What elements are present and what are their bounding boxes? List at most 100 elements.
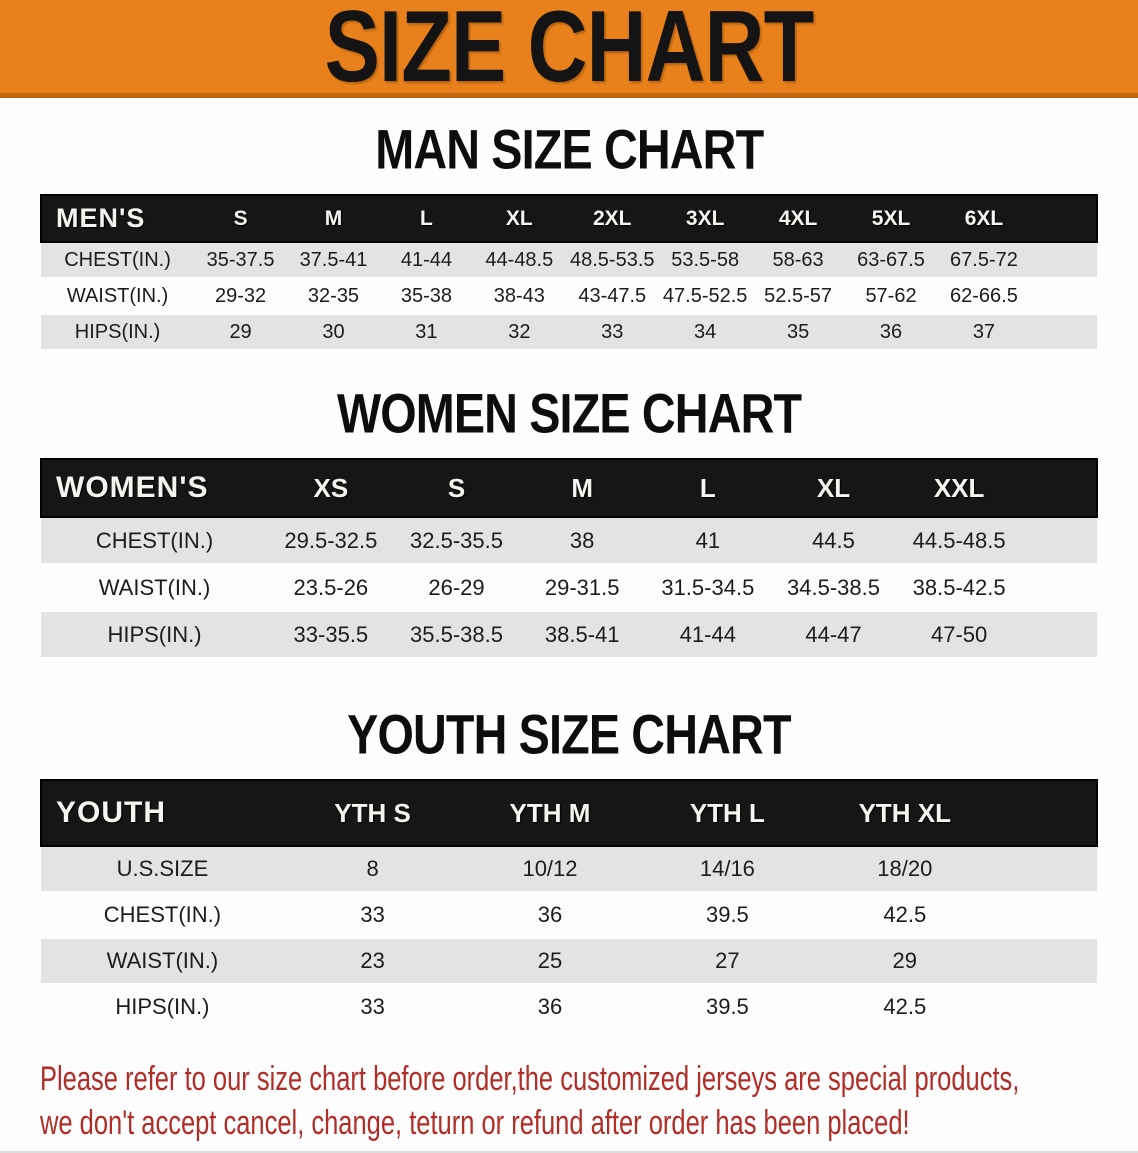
- size-column-header: YTH S: [283, 779, 462, 847]
- header-spacer: [1030, 194, 1098, 243]
- size-column-header: XL: [472, 194, 566, 243]
- table-header-row: YOUTH YTH S YTH M YTH L YTH XL: [40, 779, 1098, 847]
- measurement-value: 25: [461, 938, 639, 985]
- measurement-value: 41: [645, 517, 771, 565]
- row-spacer: [993, 846, 1097, 893]
- measurement-row: WAIST(IN.) 23.5-26 26-29 29-31.5 31.5-34.5 34…: [41, 564, 1097, 612]
- size-column-header: S: [194, 194, 288, 243]
- measurement-value: 38: [519, 517, 645, 565]
- man-section-heading: MAN SIZE CHART: [0, 121, 1138, 177]
- measurement-value: 39.5: [638, 984, 817, 1031]
- measurement-value: 38-43: [472, 278, 566, 315]
- size-column-header: YTH L: [638, 779, 817, 847]
- measurement-label: CHEST(IN.): [41, 892, 284, 939]
- measurement-value: 10/12: [461, 846, 639, 893]
- measurement-row: CHEST(IN.) 33 36 39.5 42.5: [41, 892, 1097, 939]
- category-header: YOUTH: [40, 779, 284, 847]
- measurement-row: U.S.SIZE 8 10/12 14/16 18/20: [41, 846, 1097, 893]
- measurement-value: 32.5-35.5: [393, 517, 520, 565]
- size-column-header: XS: [268, 458, 394, 518]
- row-spacer: [1030, 314, 1097, 351]
- size-column-header: YTH XL: [816, 779, 994, 847]
- measurement-value: 33: [283, 892, 462, 939]
- measurement-value: 47.5-52.5: [658, 278, 752, 315]
- size-column-header: 5XL: [844, 194, 938, 243]
- header-spacer: [1021, 458, 1099, 518]
- measurement-value: 36: [461, 892, 639, 939]
- measurement-value: 33: [565, 314, 659, 351]
- measurement-value: 26-29: [393, 564, 520, 612]
- row-spacer: [993, 938, 1097, 985]
- measurement-label: HIPS(IN.): [41, 984, 284, 1031]
- measurement-value: 62-66.5: [937, 278, 1031, 315]
- measurement-value: 33: [283, 984, 462, 1031]
- men-size-table: MEN'S S M L XL 2XL 3XL 4XL 5XL 6XL CHEST(IN.) 35-37…: [39, 194, 1098, 351]
- women-section-heading-text: WOMEN SIZE CHART: [336, 381, 802, 445]
- measurement-value: 41-44: [645, 611, 771, 659]
- measurement-value: 37.5-41: [287, 242, 380, 279]
- measurement-value: 44-48.5: [472, 242, 566, 279]
- measurement-value: 23: [283, 938, 462, 985]
- measurement-label: WAIST(IN.): [41, 938, 284, 985]
- size-column-header: XXL: [896, 458, 1022, 518]
- measurement-value: 38.5-41: [519, 611, 645, 659]
- row-spacer: [1030, 278, 1097, 315]
- row-spacer: [1021, 611, 1097, 659]
- measurement-row: WAIST(IN.) 23 25 27 29: [41, 938, 1097, 985]
- measurement-value: 42.5: [816, 892, 994, 939]
- measurement-value: 34: [658, 314, 752, 351]
- measurement-value: 31.5-34.5: [645, 564, 771, 612]
- measurement-label: HIPS(IN.): [41, 611, 269, 659]
- row-spacer: [1030, 242, 1097, 279]
- size-column-header: YTH M: [461, 779, 639, 847]
- banner-title: SIZE CHART: [324, 0, 815, 103]
- measurement-value: 36: [461, 984, 639, 1031]
- measurement-value: 34.5-38.5: [770, 564, 897, 612]
- measurement-value: 14/16: [638, 846, 817, 893]
- measurement-value: 29: [816, 938, 994, 985]
- youth-section-heading: YOUTH SIZE CHART: [0, 706, 1138, 762]
- row-spacer: [993, 984, 1097, 1031]
- size-column-header: 2XL: [565, 194, 659, 243]
- measurement-value: 44.5: [770, 517, 897, 565]
- measurement-value: 57-62: [844, 278, 938, 315]
- measurement-value: 29.5-32.5: [268, 517, 394, 565]
- youth-size-table: YOUTH YTH S YTH M YTH L YTH XL U.S.SIZE 8 10/12…: [40, 779, 1098, 1031]
- measurement-value: 53.5-58: [658, 242, 752, 279]
- measurement-row: HIPS(IN.) 29 30 31 32 33 34 35 36 37: [41, 314, 1097, 351]
- measurement-row: CHEST(IN.) 35-37.5 37.5-41 41-44 44-48.5 48.5…: [41, 242, 1097, 279]
- measurement-value: 37: [937, 314, 1031, 351]
- row-spacer: [1021, 517, 1097, 565]
- measurement-value: 38.5-42.5: [896, 564, 1022, 612]
- measurement-value: 43-47.5: [565, 278, 659, 315]
- disclaimer-line-1: Please refer to our size chart before or…: [40, 1060, 1020, 1098]
- measurement-value: 67.5-72: [937, 242, 1031, 279]
- size-column-header: S: [393, 458, 520, 518]
- measurement-value: 44-47: [770, 611, 897, 659]
- measurement-value: 35-38: [379, 278, 473, 315]
- measurement-value: 18/20: [816, 846, 994, 893]
- measurement-value: 52.5-57: [751, 278, 845, 315]
- measurement-value: 33-35.5: [268, 611, 394, 659]
- disclaimer-line-2: we don't accept cancel, change, teturn o…: [40, 1104, 910, 1142]
- size-column-header: 4XL: [751, 194, 845, 243]
- header-spacer: [993, 779, 1098, 847]
- measurement-value: 32-35: [287, 278, 380, 315]
- table-header-row: WOMEN'S XS S M L XL XXL: [39, 458, 1099, 518]
- measurement-value: 23.5-26: [268, 564, 394, 612]
- measurement-row: HIPS(IN.) 33 36 39.5 42.5: [41, 984, 1097, 1031]
- size-column-header: XL: [770, 458, 897, 518]
- measurement-value: 42.5: [816, 984, 994, 1031]
- size-column-header: M: [287, 194, 380, 243]
- measurement-value: 29-32: [194, 278, 288, 315]
- size-column-header: M: [519, 458, 645, 518]
- measurement-label: U.S.SIZE: [41, 846, 284, 893]
- measurement-value: 30: [287, 314, 380, 351]
- measurement-value: 58-63: [751, 242, 845, 279]
- category-header: MEN'S: [39, 194, 195, 243]
- measurement-value: 44.5-48.5: [896, 517, 1022, 565]
- measurement-value: 35-37.5: [194, 242, 288, 279]
- measurement-value: 35.5-38.5: [393, 611, 520, 659]
- size-column-header: L: [645, 458, 771, 518]
- measurement-label: WAIST(IN.): [41, 564, 269, 612]
